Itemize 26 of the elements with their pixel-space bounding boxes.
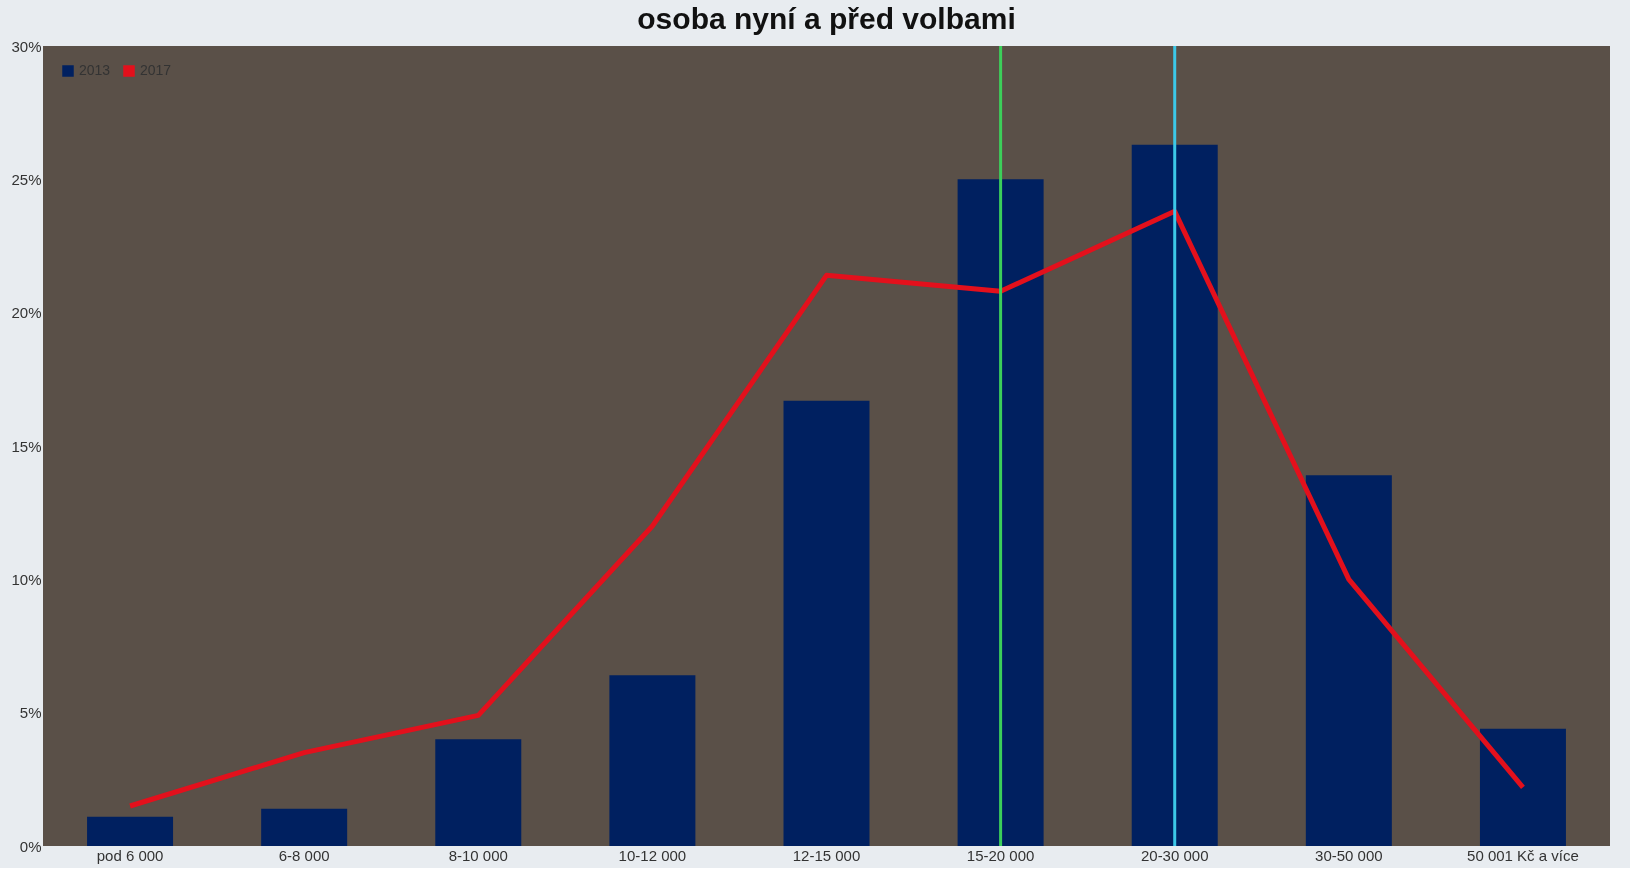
y-tick-label: 15%	[11, 437, 42, 455]
bar	[87, 816, 174, 846]
y-tick-label: 10%	[11, 570, 42, 588]
chart-title: osoba nyní a před volbami	[637, 2, 1016, 35]
bar	[1131, 144, 1218, 846]
y-tick-label: 30%	[11, 37, 42, 55]
x-tick-label: 8-10 000	[448, 846, 508, 864]
x-tick-label: 6-8 000	[278, 846, 330, 864]
x-tick-label: 10-12 000	[618, 846, 687, 864]
x-tick-label: 20-30 000	[1140, 846, 1209, 864]
bar	[783, 400, 870, 846]
bar	[957, 179, 1044, 846]
y-tick-label: 5%	[19, 704, 42, 722]
bar	[435, 739, 522, 846]
bar	[1479, 728, 1566, 846]
bar	[1305, 475, 1392, 846]
y-tick-label: 0%	[19, 837, 42, 855]
y-tick-label: 20%	[11, 304, 42, 322]
x-tick-label: pod 6 000	[96, 846, 164, 864]
x-tick-label: 15-20 000	[966, 846, 1035, 864]
x-tick-label: 12-15 000	[792, 846, 861, 864]
x-tick-label: 50 001 Kč a více	[1467, 846, 1579, 864]
x-tick-label: 30-50 000	[1315, 846, 1383, 864]
y-tick-label: 25%	[11, 170, 42, 188]
bar	[261, 808, 348, 846]
bar	[609, 675, 696, 846]
